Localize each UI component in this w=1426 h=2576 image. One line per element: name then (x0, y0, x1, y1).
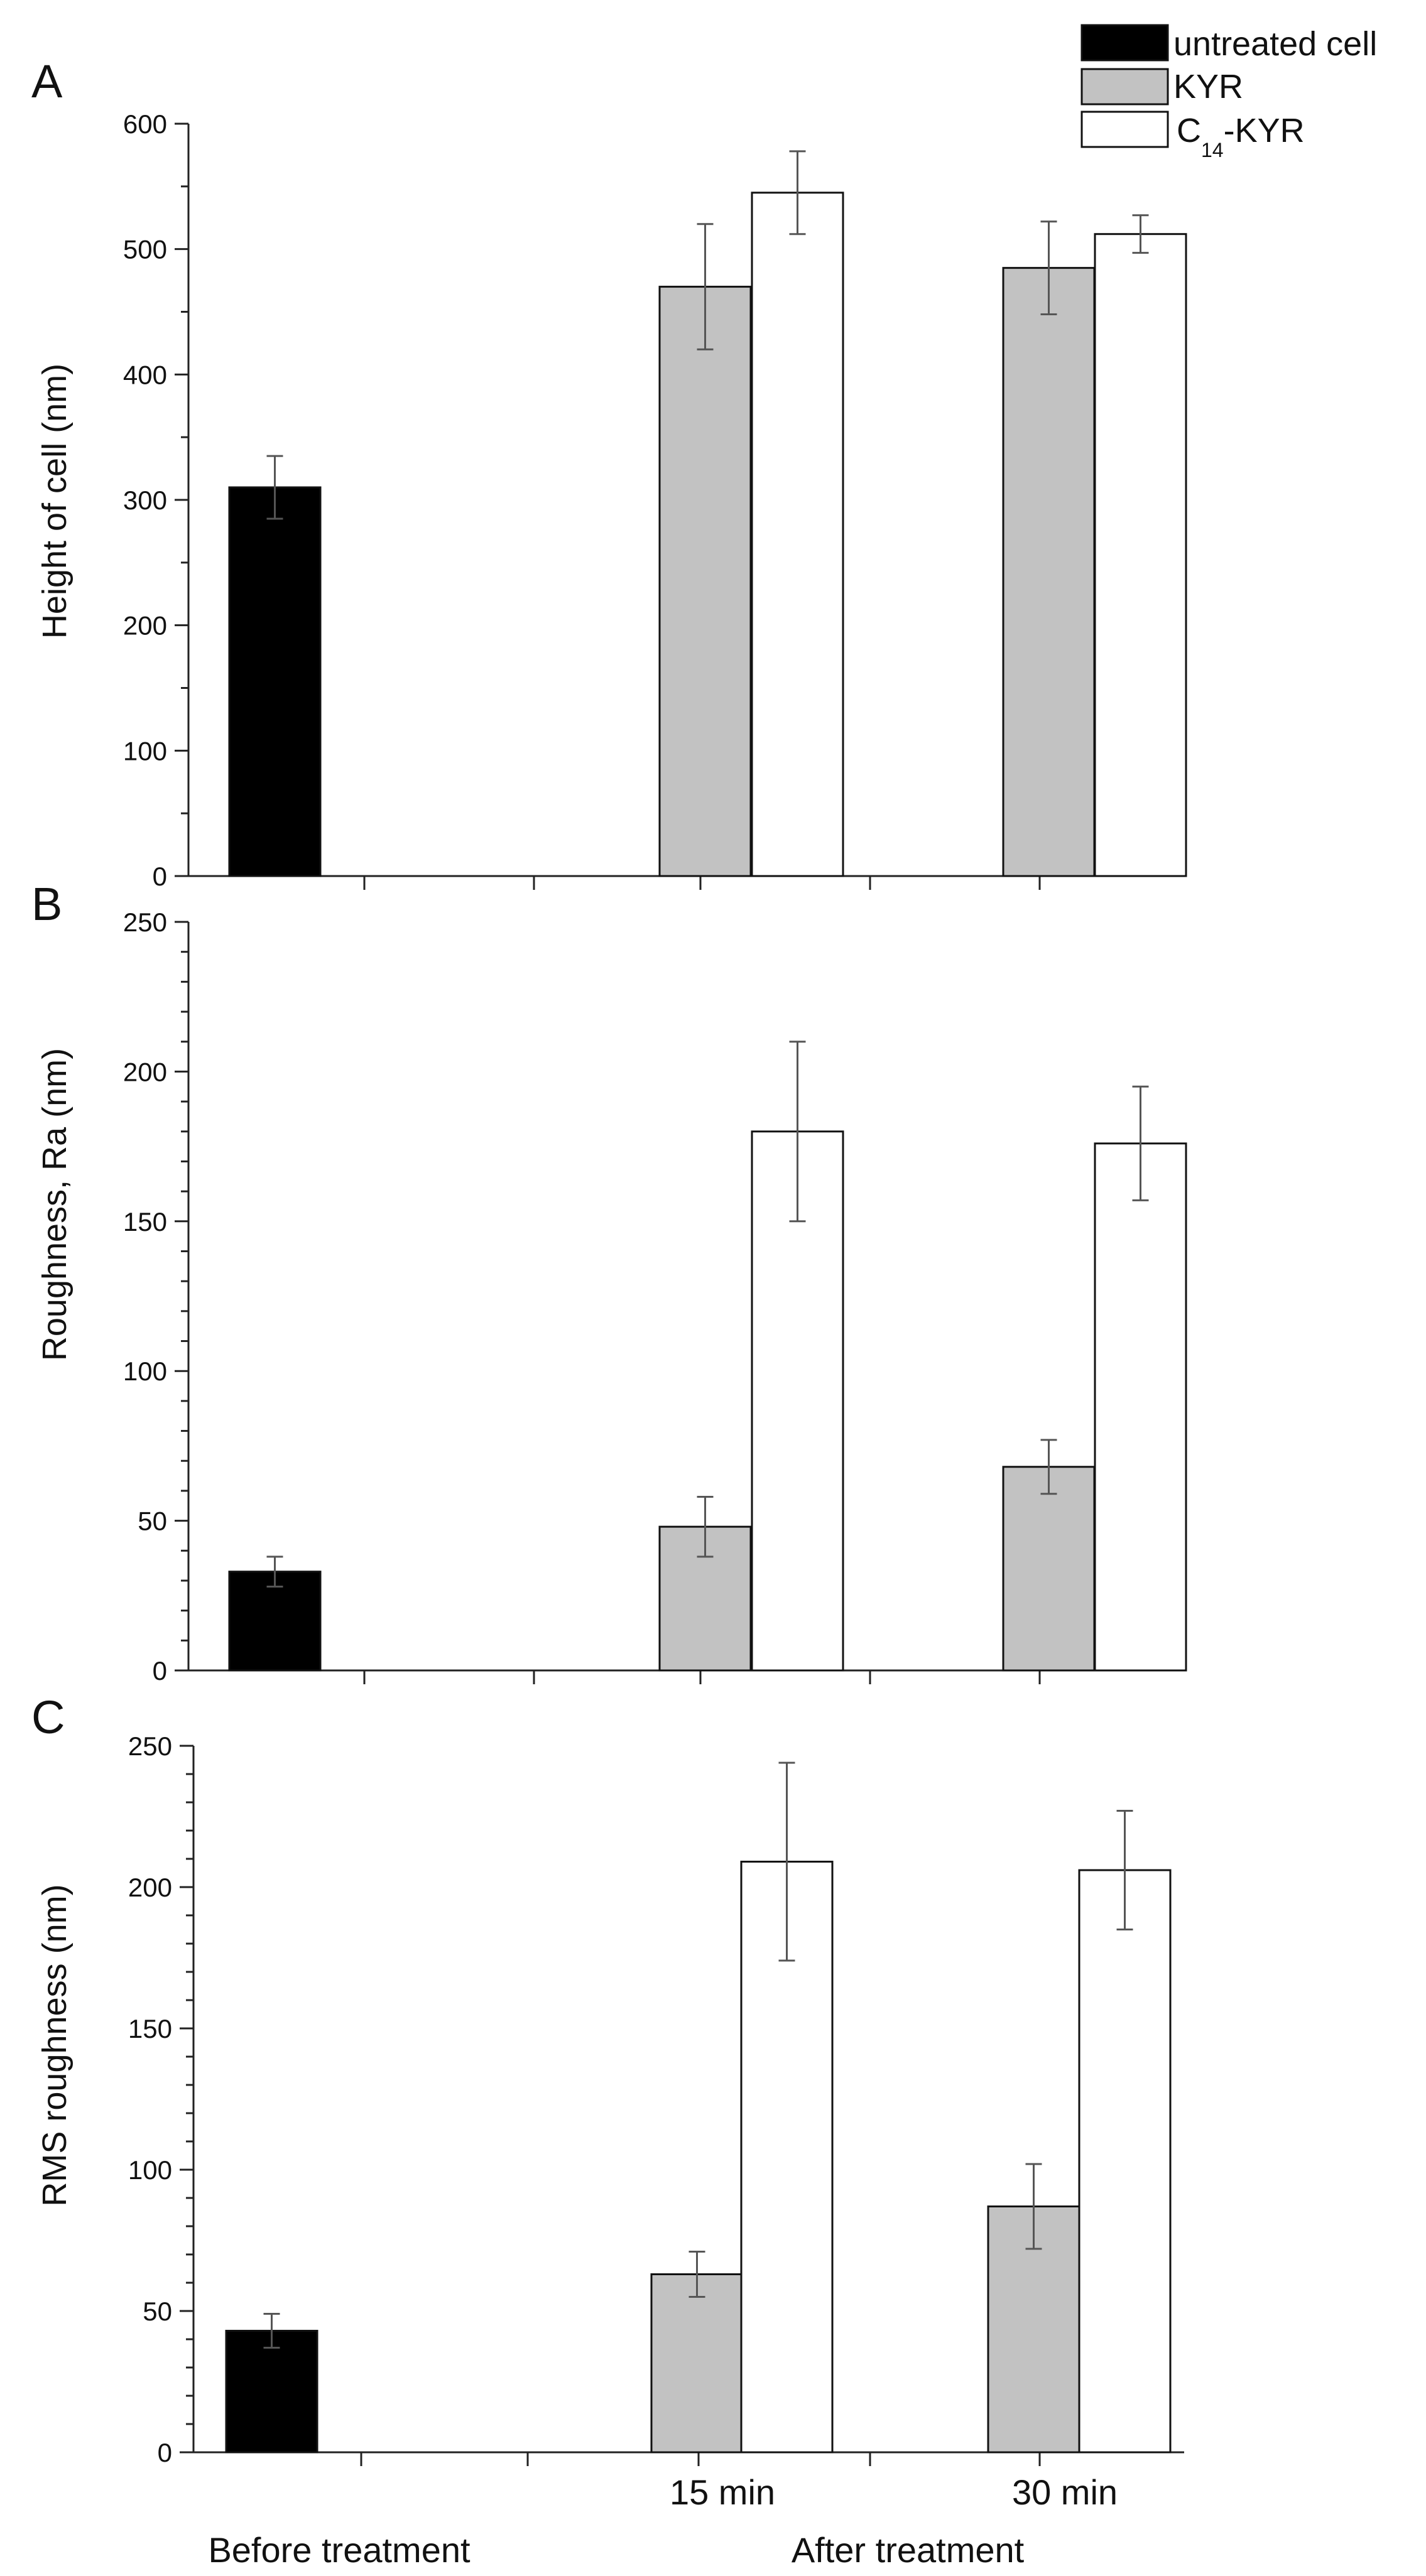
panel-c-bar-c14-kyr-2 (1078, 1869, 1172, 2454)
panel-b-y-label: Roughness, Ra (nm) (36, 1048, 73, 1361)
panel-a-y-label: Height of cell (nm) (36, 364, 73, 639)
panel-c-letter: C (31, 1691, 65, 1743)
panel-b-bar-kyr-2 (1002, 1466, 1096, 1672)
legend-swatch-untreated (1080, 24, 1169, 62)
panel-c-y-tick-label: 50 (143, 2297, 172, 2326)
panel-a-bar-c14-kyr-1 (751, 192, 844, 877)
legend-label-kyr: KYR (1173, 68, 1243, 106)
legend-label-c14-suffix: -KYR (1224, 112, 1305, 149)
panel-a-y-tick-label: 200 (123, 611, 167, 641)
legend-label-c14-subscript: 14 (1201, 139, 1224, 161)
panel-a-bar-c14-kyr-2 (1094, 233, 1187, 877)
panel-a-bar-kyr-2 (1002, 267, 1096, 877)
legend-label-untreated: untreated cell (1173, 25, 1377, 63)
legend-label-c14-prefix: C (1177, 112, 1201, 149)
x-tick-label-15min: 15 min (670, 2472, 775, 2512)
legend: untreated cell KYR C14-KYR (1080, 24, 1377, 161)
legend-swatch-c14-kyr (1080, 111, 1169, 148)
panel-c-bar-kyr-1 (650, 2273, 744, 2454)
panel-a-height-chart: 0 100 200 300 400 500 600 (123, 109, 1187, 891)
panel-a-y-tick-label: 0 (153, 862, 167, 891)
group-label-after-treatment: After treatment (792, 2530, 1025, 2570)
x-tick-label-30min: 30 min (1012, 2472, 1118, 2512)
panel-b-y-tick-label: 200 (123, 1057, 167, 1086)
panel-b-y-tick-label: 100 (123, 1356, 167, 1386)
panel-c-rms-roughness-chart: 0 50 100 150 200 250 (128, 1731, 1184, 2467)
panel-a-bar-untreated-0 (228, 486, 322, 877)
panel-b-y-tick-label: 50 (138, 1507, 167, 1536)
panel-a-y-tick-label: 600 (123, 109, 167, 139)
group-label-before-treatment: Before treatment (208, 2530, 471, 2570)
panel-a-y-tick-label: 400 (123, 360, 167, 389)
panel-c-y-tick-label: 250 (128, 1731, 172, 1761)
panel-c-y-tick-label: 150 (128, 2014, 172, 2043)
panel-a-letter: A (31, 55, 63, 107)
legend-swatch-kyr (1080, 68, 1169, 106)
panel-b-y-tick-label: 250 (123, 907, 167, 937)
panel-c-y-tick-label: 100 (128, 2155, 172, 2185)
panel-b-y-tick-label: 0 (153, 1656, 167, 1686)
panel-c-bar-untreated-0 (225, 2330, 318, 2454)
legend-label-c14-kyr: C14-KYR (1177, 112, 1305, 161)
panel-a-y-tick-label: 500 (123, 235, 167, 264)
panel-a-y-tick-label: 100 (123, 736, 167, 766)
panel-c-y-tick-label: 200 (128, 1873, 172, 1902)
panel-c-y-tick-label: 0 (158, 2438, 172, 2467)
panel-b-bar-untreated-0 (228, 1571, 322, 1672)
panel-a-y-tick-label: 300 (123, 485, 167, 515)
panel-b-bar-c14-kyr-2 (1094, 1142, 1187, 1672)
panel-b-letter: B (31, 878, 62, 930)
panel-b-y-tick-label: 150 (123, 1207, 167, 1237)
panel-b-roughness-ra-chart: 0 50 100 150 200 250 (123, 907, 1187, 1686)
panel-a-bar-kyr-1 (658, 286, 752, 877)
panel-c-y-label: RMS roughness (nm) (36, 1884, 73, 2206)
